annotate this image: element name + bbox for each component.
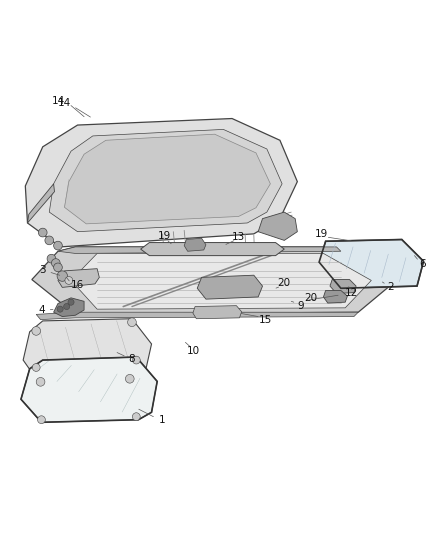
Polygon shape	[32, 247, 397, 314]
Circle shape	[57, 271, 67, 281]
Text: 2: 2	[388, 282, 394, 293]
Text: 19: 19	[314, 229, 328, 239]
Circle shape	[127, 318, 136, 327]
Circle shape	[125, 375, 134, 383]
Circle shape	[47, 254, 56, 263]
Polygon shape	[197, 275, 262, 299]
Circle shape	[53, 263, 62, 272]
Polygon shape	[58, 247, 341, 254]
Polygon shape	[25, 118, 297, 247]
Text: 15: 15	[258, 314, 272, 325]
Text: 9: 9	[297, 301, 304, 311]
Text: 8: 8	[128, 354, 134, 364]
Polygon shape	[323, 290, 347, 303]
Polygon shape	[319, 239, 424, 288]
Circle shape	[64, 303, 70, 310]
Polygon shape	[141, 243, 284, 256]
Circle shape	[32, 327, 41, 335]
Circle shape	[45, 236, 53, 245]
Polygon shape	[330, 279, 356, 294]
Text: 20: 20	[304, 293, 317, 303]
Polygon shape	[193, 305, 242, 319]
Polygon shape	[53, 298, 84, 317]
Text: 4: 4	[39, 305, 45, 315]
Circle shape	[68, 299, 74, 305]
Text: 3: 3	[39, 265, 46, 275]
Circle shape	[132, 413, 140, 421]
Text: 19: 19	[158, 231, 171, 241]
Polygon shape	[36, 312, 358, 320]
Text: 20: 20	[278, 278, 291, 288]
Text: 14: 14	[51, 96, 64, 106]
Polygon shape	[23, 319, 152, 385]
Circle shape	[65, 277, 73, 284]
Polygon shape	[49, 130, 282, 232]
Circle shape	[57, 306, 63, 312]
Polygon shape	[21, 357, 157, 422]
Text: 6: 6	[419, 260, 426, 269]
Text: 16: 16	[71, 280, 84, 290]
Polygon shape	[184, 238, 206, 251]
Circle shape	[53, 241, 62, 250]
Text: 10: 10	[186, 346, 199, 357]
Polygon shape	[64, 134, 270, 224]
Text: 12: 12	[345, 288, 358, 298]
Polygon shape	[258, 212, 297, 240]
Circle shape	[32, 364, 40, 372]
Polygon shape	[71, 254, 371, 309]
Circle shape	[51, 259, 60, 268]
Text: 14: 14	[58, 98, 71, 108]
Circle shape	[39, 228, 47, 237]
Text: 13: 13	[232, 232, 245, 242]
Circle shape	[38, 416, 46, 424]
Circle shape	[132, 356, 140, 364]
Text: 1: 1	[159, 415, 166, 425]
Polygon shape	[58, 269, 99, 287]
Polygon shape	[28, 184, 54, 223]
Circle shape	[36, 377, 45, 386]
